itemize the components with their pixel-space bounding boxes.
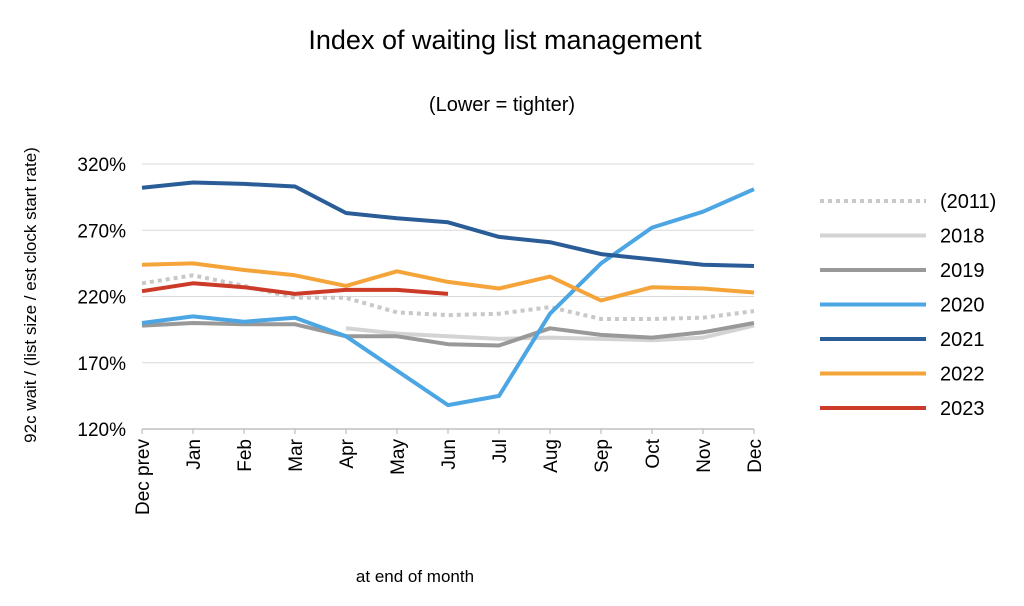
tick-labels: 120% 170% 220% 270% 320% Dec prev Jan Feb Mar Apr… bbox=[77, 155, 766, 515]
x-tick-label: Mar bbox=[286, 438, 307, 471]
legend: (2011) 2018 2019 2020 2021 2022 2023 bbox=[820, 191, 996, 420]
series-line-2022 bbox=[141, 261, 755, 303]
x-tick-label: Sep bbox=[592, 439, 613, 473]
grid-lines bbox=[142, 163, 754, 364]
series-lines bbox=[141, 180, 755, 408]
y-tick-label: 170% bbox=[77, 354, 126, 375]
x-tick-label: Oct bbox=[643, 438, 664, 468]
legend-label: 2021 bbox=[940, 329, 985, 351]
series-line-2023 bbox=[141, 281, 449, 296]
y-tick-label: 270% bbox=[77, 221, 126, 242]
legend-label: 2019 bbox=[940, 260, 985, 282]
x-tick-label: Apr bbox=[337, 438, 358, 468]
series-line-2020 bbox=[141, 187, 755, 408]
y-axis-label: 92c wait / (list size / est clock start … bbox=[21, 147, 40, 443]
x-axis-label: at end of month bbox=[356, 567, 474, 586]
chart-subtitle: (Lower = tighter) bbox=[429, 94, 575, 116]
x-tick-label: Jun bbox=[439, 439, 460, 470]
legend-label: 2020 bbox=[940, 295, 985, 317]
x-tick-label: Aug bbox=[541, 439, 562, 473]
x-tick-label: Feb bbox=[235, 439, 256, 472]
legend-label: 2018 bbox=[940, 226, 985, 248]
x-tick-label: Dec prev bbox=[133, 439, 154, 516]
x-tick-label: May bbox=[388, 439, 409, 475]
x-tick-label: Nov bbox=[694, 439, 715, 473]
series-line-2019 bbox=[141, 321, 755, 348]
y-tick-label: 320% bbox=[77, 155, 126, 176]
y-tick-label: 220% bbox=[77, 288, 126, 309]
legend-label: 2023 bbox=[940, 398, 985, 420]
chart-title: Index of waiting list management bbox=[308, 25, 702, 55]
legend-label: 2022 bbox=[940, 364, 985, 386]
x-tick-label: Jul bbox=[490, 439, 511, 463]
series-line-2021 bbox=[141, 180, 755, 268]
x-tick-label: Jan bbox=[184, 439, 205, 470]
y-tick-label: 120% bbox=[77, 420, 126, 441]
series-line-2018 bbox=[345, 323, 755, 343]
legend-label: (2011) bbox=[940, 191, 996, 213]
x-tick-label: Dec bbox=[745, 439, 766, 473]
